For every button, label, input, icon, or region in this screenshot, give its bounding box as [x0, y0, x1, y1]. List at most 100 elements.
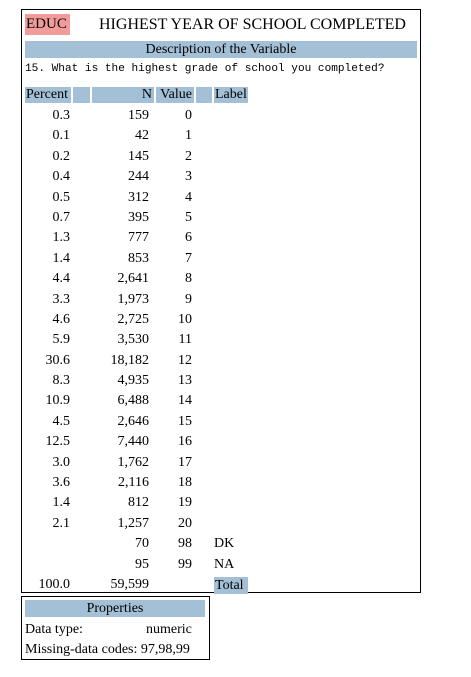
missing-codes-value: 97,98,99 [140, 642, 190, 657]
cell-n: 95 [135, 556, 149, 572]
column-header-label: Label [214, 87, 248, 103]
data-type-value: numeric [146, 622, 192, 637]
cell-percent: 0.5 [52, 189, 71, 205]
cell-n: 2,641 [117, 271, 150, 287]
cell-value: 2 [185, 148, 192, 164]
properties-card: Properties Data type: numeric Missing-da… [21, 596, 210, 660]
table-row: 3.0 1,762 17 [22, 453, 420, 473]
cell-value: 17 [178, 454, 192, 470]
variable-title: HIGHEST YEAR OF SCHOOL COMPLETED [99, 16, 406, 33]
cell-value: 12 [178, 352, 192, 368]
table-row: 3.3 1,973 9 [22, 290, 420, 310]
table-row: 1.4 812 19 [22, 493, 420, 513]
table-row: 4.6 2,725 10 [22, 310, 420, 330]
cell-value: 11 [178, 332, 192, 348]
table-row: 0.1 42 1 [22, 126, 420, 146]
cell-value: 99 [178, 556, 192, 572]
cell-label: NA [214, 556, 235, 572]
cell-label: DK [214, 536, 235, 552]
cell-n: 18,182 [110, 352, 150, 368]
cell-percent: 0.3 [52, 108, 71, 123]
cell-value: 4 [185, 189, 192, 205]
table-row: 2.1 1,257 20 [22, 514, 420, 534]
column-header-value: Value [156, 87, 194, 103]
table-row: 0.2 145 2 [22, 147, 420, 167]
cell-n: 145 [128, 148, 149, 164]
cell-value: 10 [178, 311, 192, 327]
question-text: 15. What is the highest grade of school … [25, 63, 385, 75]
cell-percent: 30.6 [45, 352, 71, 368]
table-row: 5.9 3,530 11 [22, 330, 420, 350]
cell-percent: 4.4 [52, 271, 71, 287]
cell-percent: 1.3 [52, 230, 71, 246]
column-header-percent: Percent [25, 87, 71, 103]
cell-value: 9 [185, 291, 192, 307]
data-type-label: Data type: [25, 622, 83, 637]
cell-value: 6 [185, 230, 192, 246]
cell-value: 20 [178, 515, 192, 531]
table-row: 0.4 244 3 [22, 167, 420, 187]
cell-n: 4,935 [117, 373, 150, 389]
cell-percent: 4.6 [52, 311, 71, 327]
cell-percent: 1.4 [52, 495, 71, 511]
cell-percent: 3.0 [52, 454, 71, 470]
cell-percent: 100.0 [38, 576, 71, 592]
table-row: 100.0 59,599 Total [22, 575, 420, 595]
cell-percent: 3.3 [52, 291, 71, 307]
cell-percent: 1.4 [52, 250, 71, 266]
table-row: 4.4 2,641 8 [22, 269, 420, 289]
cell-n: 7,440 [117, 434, 150, 450]
table-row: 10.9 6,488 14 [22, 391, 420, 411]
cell-percent: 2.1 [52, 515, 71, 531]
cell-n: 59,599 [110, 576, 150, 592]
cell-value: 0 [185, 108, 192, 123]
table-row: 0.5 312 4 [22, 188, 420, 208]
table-row: 12.5 7,440 16 [22, 432, 420, 452]
variable-name: EDUC [25, 14, 70, 35]
cell-percent: 4.5 [52, 413, 71, 429]
cell-n: 312 [128, 189, 149, 205]
frequency-table: 0.3 159 0 0.1 42 1 0.2 145 2 0.4 244 3 0.5 312 4 0.7 395… [22, 106, 420, 595]
cell-percent: 0.7 [52, 209, 71, 225]
cell-value: 7 [185, 250, 192, 266]
table-row: 1.4 853 7 [22, 249, 420, 269]
cell-value: 14 [178, 393, 192, 409]
cell-n: 395 [128, 209, 149, 225]
cell-n: 6,488 [117, 393, 150, 409]
cell-value: 15 [178, 413, 192, 429]
cell-n: 1,762 [117, 454, 150, 470]
cell-value: 13 [178, 373, 192, 389]
cell-value: 16 [178, 434, 192, 450]
cell-n: 244 [128, 169, 149, 185]
table-row: 4.5 2,646 15 [22, 412, 420, 432]
cell-n: 853 [128, 250, 149, 266]
cell-label: Total [214, 576, 248, 594]
table-row: 95 99 NA [22, 555, 420, 575]
table-row: 0.7 395 5 [22, 208, 420, 228]
properties-header: Properties [25, 600, 205, 617]
cell-n: 812 [128, 495, 149, 511]
data-type-line: Data type: numeric [25, 621, 192, 639]
table-row: 30.6 18,182 12 [22, 351, 420, 371]
cell-value: 98 [178, 536, 192, 552]
cell-value: 18 [178, 475, 192, 491]
missing-codes-label: Missing-data codes: [25, 642, 138, 657]
cell-percent: 0.4 [52, 169, 71, 185]
cell-value: 8 [185, 271, 192, 287]
cell-n: 2,116 [118, 475, 149, 491]
cell-value: 5 [185, 209, 192, 225]
table-row: 3.6 2,116 18 [22, 473, 420, 493]
cell-percent: 10.9 [45, 393, 71, 409]
cell-n: 2,725 [117, 311, 150, 327]
cell-n: 1,257 [117, 515, 150, 531]
cell-percent: 0.2 [52, 148, 71, 164]
table-row: 70 98 DK [22, 534, 420, 554]
cell-value: 3 [185, 169, 192, 185]
cell-n: 159 [128, 108, 149, 123]
table-row: 0.3 159 0 [22, 106, 420, 126]
cell-n: 1,973 [117, 291, 150, 307]
missing-codes-line: Missing-data codes: 97,98,99 [25, 641, 190, 659]
cell-n: 42 [135, 128, 149, 144]
column-header-n: N [92, 87, 154, 103]
table-row: 1.3 777 6 [22, 228, 420, 248]
